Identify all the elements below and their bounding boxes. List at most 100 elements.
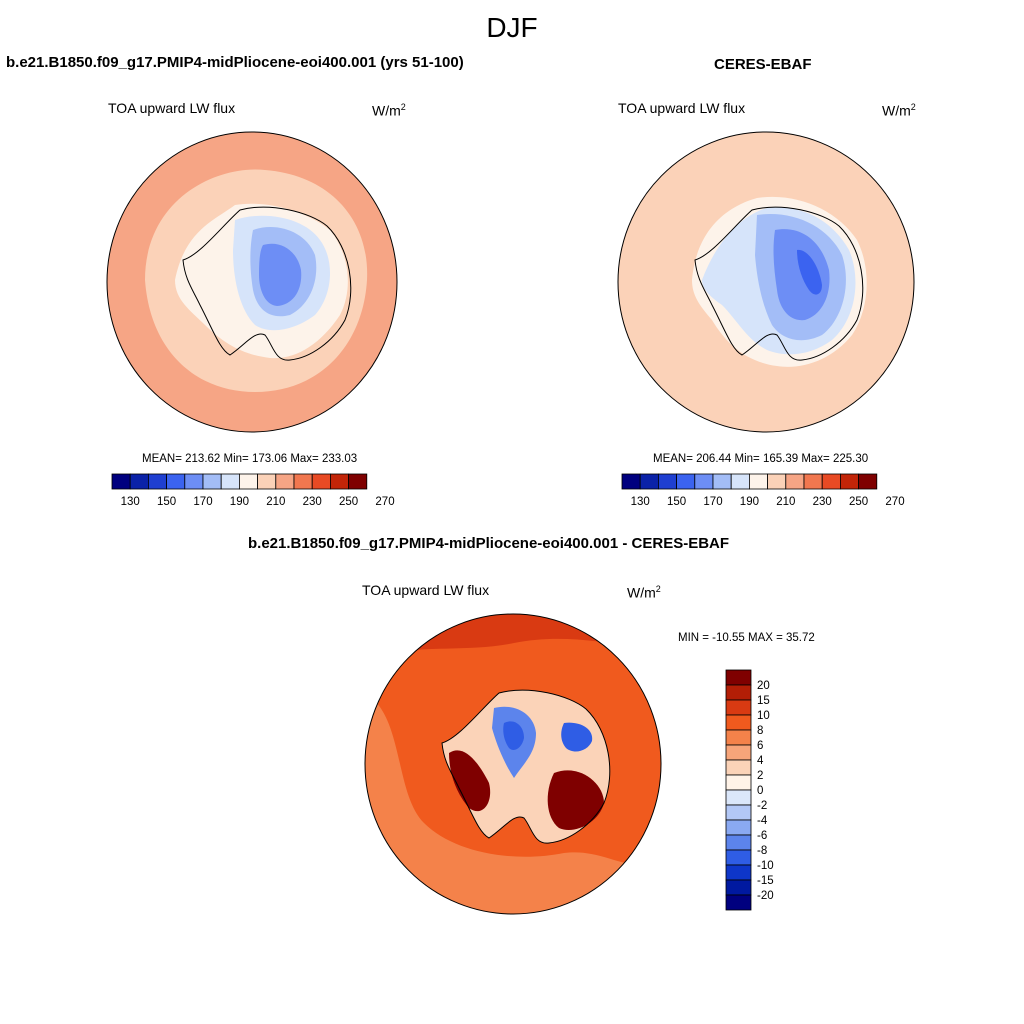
- diff-peninsula-warm: [449, 750, 491, 812]
- diff-colorbar-tick-label: -4: [757, 815, 768, 827]
- diff-ocean-lower: [365, 693, 661, 914]
- diff-coastline: [441, 689, 611, 844]
- obs-colorbar-box: [839, 473, 859, 490]
- diff-colorbar-box: [725, 714, 752, 731]
- obs-colorbar-box: [639, 473, 659, 490]
- diff-colorbar-box: [725, 894, 752, 911]
- diff-colorbar-box: [725, 879, 752, 896]
- model-coastline: [182, 206, 352, 361]
- diff-east-warm: [547, 770, 604, 831]
- obs-units-label: W/m2: [882, 102, 916, 119]
- diff-ice-cold-core: [503, 721, 524, 750]
- model-map-border: [106, 131, 398, 433]
- diff-colorbar-box: [725, 849, 752, 866]
- model-colorbar-tick-label: 130: [121, 496, 140, 508]
- model-colorbar-tick-label: 150: [157, 496, 176, 508]
- diff-colorbar-tick-label: 10: [757, 710, 770, 722]
- obs-colorbar-tick-label: 190: [740, 496, 759, 508]
- obs-colorbar-tick-label: 230: [813, 496, 832, 508]
- obs-colorbar-box: [803, 473, 823, 490]
- obs-colorbar-box: [785, 473, 805, 490]
- diff-panel-title: b.e21.B1850.f09_g17.PMIP4-midPliocene-eo…: [248, 535, 730, 552]
- obs-panel-title: CERES-EBAF: [714, 56, 812, 73]
- diff-colorbar-tick-label: -8: [757, 845, 767, 857]
- diff-colorbar-box: [725, 864, 752, 881]
- model-colorbar-tick-label: 230: [303, 496, 322, 508]
- figure-season-title: DJF: [486, 12, 538, 43]
- model-colorbar-box: [348, 473, 368, 490]
- obs-colorbar-tick-label: 150: [667, 496, 686, 508]
- obs-stats: MEAN= 206.44 Min= 165.39 Max= 225.30: [653, 453, 869, 465]
- diff-units-label: W/m2: [627, 584, 661, 601]
- model-colorbar-box: [311, 473, 331, 490]
- model-variable-label: TOA upward LW flux: [108, 100, 236, 116]
- diff-colorbar-tick-label: -6: [757, 830, 767, 842]
- model-colorbar-box: [184, 473, 204, 490]
- diff-colorbar-box: [725, 669, 752, 686]
- diff-colorbar-box: [725, 729, 752, 746]
- obs-colorbar-tick-label: 210: [776, 496, 795, 508]
- obs-colorbar-tick-label: 170: [703, 496, 722, 508]
- diff-colorbar-tick-label: 0: [757, 785, 763, 797]
- diff-colorbar-tick-label: -20: [757, 890, 774, 902]
- obs-colorbar-box: [730, 473, 750, 490]
- diff-colorbar-tick-label: 6: [757, 740, 763, 752]
- model-panel-title: b.e21.B1850.f09_g17.PMIP4-midPliocene-eo…: [6, 54, 464, 71]
- obs-colorbar-box: [694, 473, 714, 490]
- model-colorbar-box: [202, 473, 222, 490]
- model-colorbar: 130 150 170 190 210 230 250 270: [111, 473, 395, 508]
- obs-ice-deep: [797, 249, 822, 295]
- obs-colorbar-box: [858, 473, 878, 490]
- diff-colorbar-tick-label: -2: [757, 800, 767, 812]
- diff-east-cold: [561, 722, 593, 752]
- obs-coastline: [694, 206, 864, 361]
- obs-polar-map: [617, 131, 915, 433]
- model-colorbar-box: [111, 473, 131, 490]
- model-colorbar-tick-label: 210: [266, 496, 285, 508]
- diff-map-border: [364, 613, 662, 915]
- model-colorbar-tick-label: 170: [193, 496, 212, 508]
- model-units-label: W/m2: [372, 102, 406, 119]
- diff-colorbar-tick-label: -10: [757, 860, 774, 872]
- obs-colorbar-box: [748, 473, 768, 490]
- model-colorbar-box: [329, 473, 349, 490]
- diff-colorbar-tick-label: 4: [757, 755, 764, 767]
- model-colorbar-box: [129, 473, 149, 490]
- model-colorbar-box: [293, 473, 313, 490]
- diff-polar-map: [364, 613, 662, 915]
- model-colorbar-tick-label: 190: [230, 496, 249, 508]
- model-colorbar-box: [275, 473, 295, 490]
- diff-colorbar-tick-label: 15: [757, 695, 770, 707]
- diff-variable-label: TOA upward LW flux: [362, 582, 490, 598]
- diff-colorbar-box: [725, 804, 752, 821]
- obs-colorbar-tick-label: 250: [849, 496, 868, 508]
- model-polar-map: [106, 131, 398, 433]
- diff-colorbar-box: [725, 684, 752, 701]
- model-colorbar-box: [166, 473, 186, 490]
- diff-colorbar-tick-label: 20: [757, 680, 770, 692]
- model-colorbar-box: [257, 473, 277, 490]
- diff-colorbar-tick-label: -15: [757, 875, 774, 887]
- obs-colorbar-box: [658, 473, 678, 490]
- obs-colorbar-tick-label: 270: [885, 496, 904, 508]
- diff-colorbar-tick-label: 2: [757, 770, 763, 782]
- model-colorbar-box: [220, 473, 240, 490]
- model-colorbar-box: [238, 473, 258, 490]
- diff-colorbar-box: [725, 759, 752, 776]
- obs-colorbar-box: [767, 473, 787, 490]
- diff-colorbar-box: [725, 819, 752, 836]
- obs-variable-label: TOA upward LW flux: [618, 100, 746, 116]
- diff-stats: MIN = -10.55 MAX = 35.72: [678, 632, 815, 644]
- obs-colorbar-box: [821, 473, 841, 490]
- model-ice-core: [259, 243, 302, 306]
- obs-colorbar-tick-label: 130: [631, 496, 650, 508]
- model-colorbar-box: [148, 473, 168, 490]
- obs-map-border: [617, 131, 915, 433]
- diff-colorbar-tick-label: 8: [757, 725, 763, 737]
- model-stats: MEAN= 213.62 Min= 173.06 Max= 233.03: [142, 453, 358, 465]
- model-colorbar-tick-label: 270: [375, 496, 394, 508]
- diff-colorbar-box: [725, 699, 752, 716]
- diff-colorbar-box: [725, 744, 752, 761]
- diff-colorbar-box: [725, 834, 752, 851]
